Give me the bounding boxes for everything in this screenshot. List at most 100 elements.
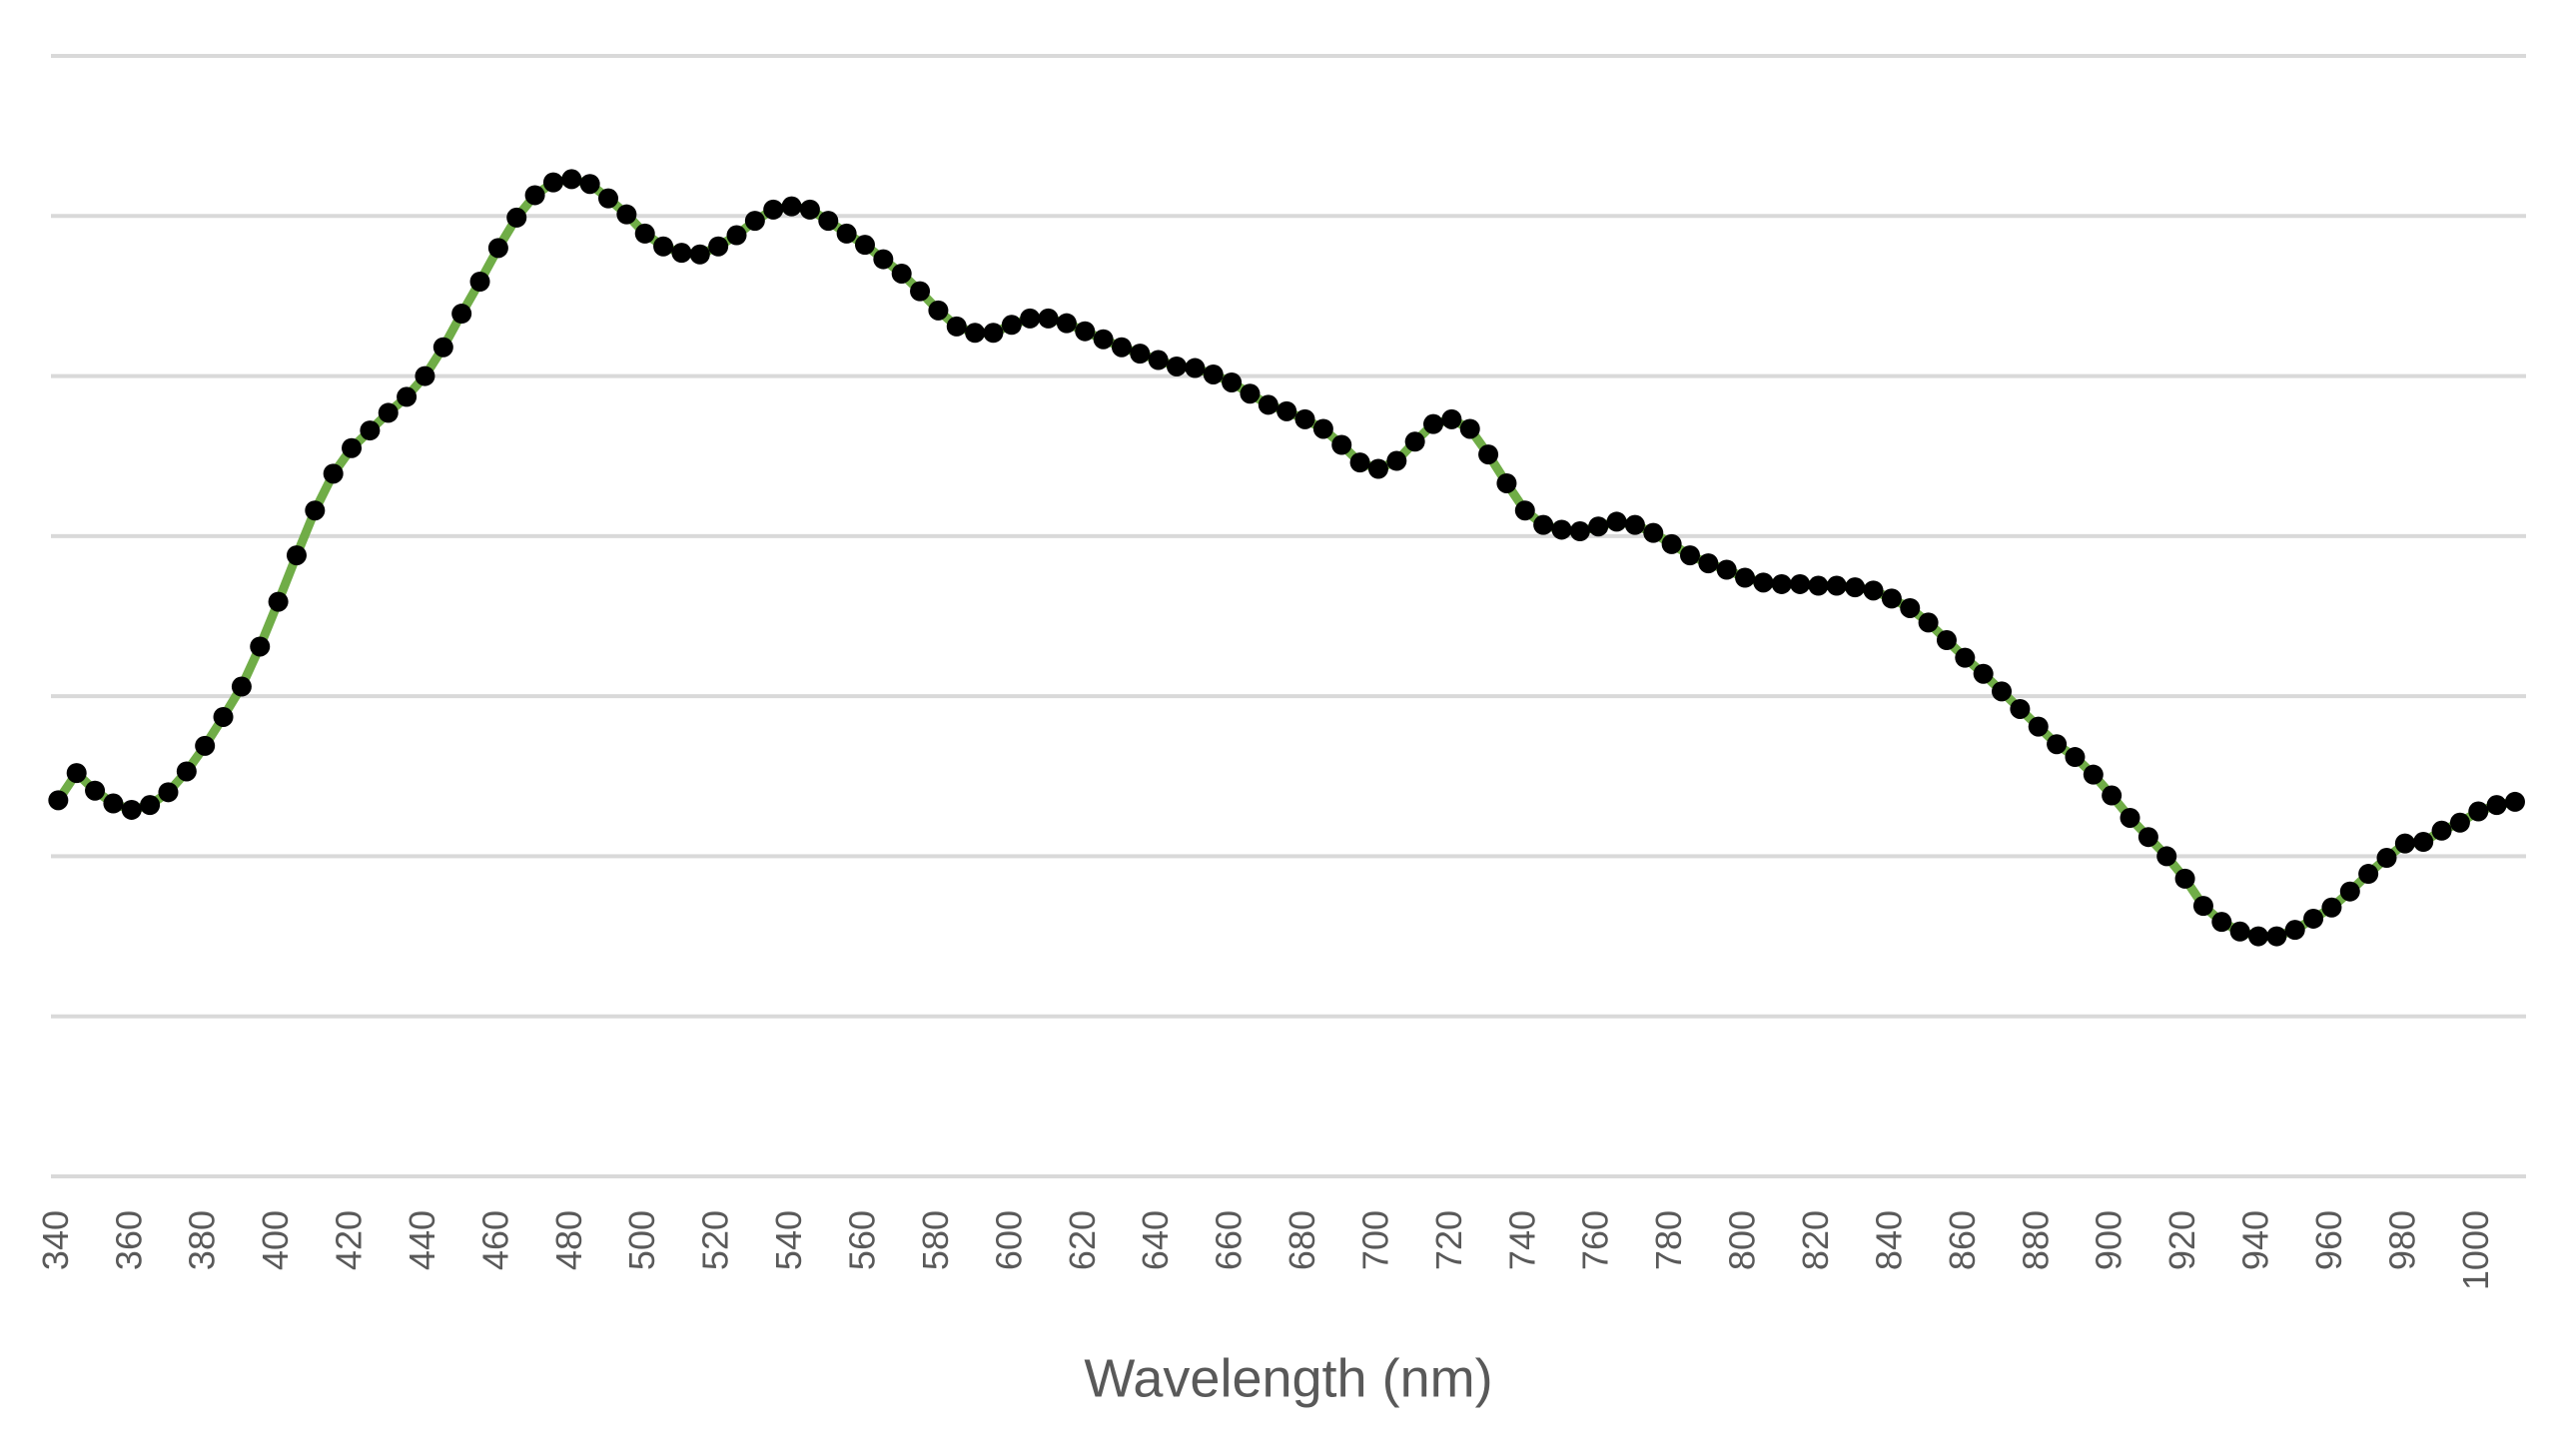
data-point [1312, 418, 1333, 439]
data-point [1277, 400, 1297, 421]
x-tick-label: 1000 [2455, 1210, 2496, 1290]
data-point [1753, 572, 1774, 593]
data-point [1588, 516, 1609, 537]
data-point [1900, 597, 1921, 618]
data-point [268, 591, 289, 612]
data-point [506, 207, 527, 228]
data-point [2120, 807, 2140, 828]
data-point [2102, 785, 2123, 806]
data-point [2303, 908, 2324, 929]
x-tick-label: 880 [2015, 1210, 2056, 1270]
x-tick-label: 480 [548, 1210, 589, 1270]
data-point [2174, 868, 2195, 889]
data-point [2083, 764, 2104, 785]
data-point [1222, 371, 1243, 392]
data-point [1093, 329, 1114, 350]
data-point [2376, 848, 2397, 869]
x-tick-label: 380 [182, 1210, 223, 1270]
data-point [1881, 588, 1902, 609]
x-tick-label: 780 [1648, 1210, 1689, 1270]
data-point [487, 238, 508, 259]
data-point [140, 795, 161, 816]
data-point [250, 636, 271, 657]
data-point [2211, 912, 2232, 933]
data-point [323, 463, 344, 484]
data-point [891, 263, 912, 284]
data-point [176, 761, 197, 782]
data-point [2339, 881, 2360, 902]
x-tick-label: 820 [1795, 1210, 1836, 1270]
x-tick-label: 840 [1868, 1210, 1909, 1270]
x-tick-label: 980 [2381, 1210, 2422, 1270]
data-point [983, 323, 1004, 344]
data-point [854, 235, 875, 256]
data-point [1496, 472, 1517, 493]
data-point [1643, 522, 1664, 543]
x-tick-label: 520 [695, 1210, 736, 1270]
data-point [195, 735, 216, 756]
plot-area [48, 169, 2525, 947]
x-axis: 340 360 380 400 420 440 460 480 500 520 540 560 580 6… [35, 1210, 2496, 1290]
data-point [763, 199, 784, 220]
data-point [1001, 315, 1022, 336]
x-tick-label: 720 [1428, 1210, 1469, 1270]
data-point [451, 304, 472, 325]
data-point [1790, 573, 1811, 594]
data-point [2358, 864, 2379, 885]
x-tick-label: 900 [2089, 1210, 2130, 1270]
data-point [836, 223, 857, 244]
data-point [781, 196, 802, 217]
data-point [1973, 663, 1994, 684]
data-point [1826, 575, 1847, 596]
data-point [1698, 553, 1719, 574]
data-point [579, 174, 600, 195]
data-point [66, 763, 87, 784]
data-point [1331, 434, 1352, 455]
data-point [708, 236, 729, 257]
data-point [653, 236, 674, 257]
data-point [378, 402, 399, 423]
data-point [1624, 514, 1645, 535]
data-point [873, 249, 894, 270]
data-point [1349, 452, 1370, 473]
data-point [542, 172, 563, 193]
x-tick-label: 740 [1501, 1210, 1542, 1270]
x-tick-label: 440 [402, 1210, 442, 1270]
data-point [2486, 795, 2507, 816]
grid [51, 54, 2526, 1178]
data-point [2047, 734, 2068, 755]
data-point [1533, 514, 1554, 535]
data-point [1716, 559, 1737, 580]
data-point [1808, 575, 1829, 596]
x-tick-label: 360 [108, 1210, 149, 1270]
x-tick-label: 800 [1722, 1210, 1763, 1270]
data-point [1185, 358, 1206, 378]
data-point [2449, 812, 2470, 833]
data-point [286, 545, 307, 566]
data-point [689, 244, 710, 265]
data-point [2248, 926, 2269, 947]
data-point [1167, 356, 1188, 376]
x-tick-label: 660 [1209, 1210, 1250, 1270]
x-tick-label: 400 [255, 1210, 296, 1270]
data-point [103, 793, 124, 814]
data-point [1569, 521, 1590, 542]
x-tick-label: 420 [329, 1210, 370, 1270]
data-point [2010, 698, 2031, 719]
x-tick-label: 860 [1942, 1210, 1983, 1270]
data-point [158, 782, 179, 803]
data-point [415, 365, 435, 386]
data-point [1075, 321, 1096, 342]
data-point [1955, 647, 1976, 668]
data-point [2431, 820, 2452, 841]
data-point [726, 225, 747, 246]
data-point [2137, 827, 2158, 848]
data-point [928, 300, 949, 321]
x-tick-label: 760 [1575, 1210, 1616, 1270]
x-tick-label: 680 [1281, 1210, 1322, 1270]
data-point [744, 211, 765, 232]
x-tick-label: 700 [1354, 1210, 1395, 1270]
data-point [2284, 920, 2305, 941]
data-point [305, 500, 326, 521]
